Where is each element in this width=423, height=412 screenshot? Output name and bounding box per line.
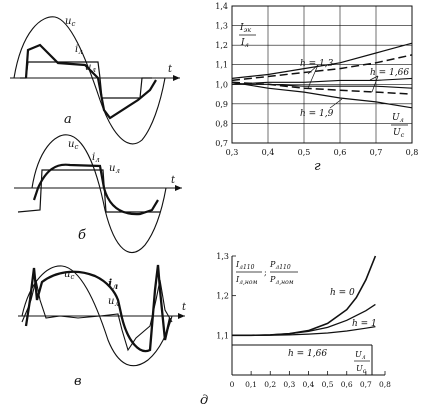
y-tick-label: 0,8 xyxy=(215,119,228,128)
chart-d-ylabel: Iл110 Iл,ном ; Pл110 Pл,ном xyxy=(235,260,298,286)
label-ul-b: uл xyxy=(109,163,120,175)
voltage-ul-curve-b xyxy=(17,169,160,213)
label-il-a: iл xyxy=(75,44,83,56)
chart-g-ylabel: Iэк Iл xyxy=(239,23,256,49)
y-tick-label: 1,4 xyxy=(215,2,228,11)
label-uc-v: uс xyxy=(64,269,74,281)
panel-letter-a: а xyxy=(64,112,72,127)
svg-text:;: ; xyxy=(264,268,267,277)
current-il-curve-b xyxy=(32,163,159,216)
svg-text:Uл: Uл xyxy=(355,350,366,361)
chart-d-xlabel: Uл Uс xyxy=(354,350,370,375)
chart-g-xticks: 0,3 0,4 0,5 0,6 0,7 0,8 xyxy=(226,148,419,157)
panel-letter-g: г xyxy=(314,159,321,174)
label-uc-b: uс xyxy=(68,139,78,151)
label-t-v: t xyxy=(182,302,187,313)
svg-text:Uс: Uс xyxy=(393,128,405,139)
label-t-b: t xyxy=(171,175,176,186)
chart-d: 1,3 1,2 1,1 0 0,1 0,2 0,3 0,4 0,5 0,6 0,7 0,8 Iл11… xyxy=(200,252,391,408)
chart-g-yticks: 1,4 1,3 1,2 1,1 1,0 0,9 0,8 0,7 xyxy=(215,2,228,148)
svg-text:h = 1,9: h = 1,9 xyxy=(300,109,334,119)
x-tick-label: 0,3 xyxy=(226,148,239,157)
waveform-panel-v: uс iл uл t в xyxy=(18,264,187,389)
waveform-panel-a: uс iл uл t а xyxy=(10,16,180,145)
series-line-g xyxy=(231,54,413,82)
voltage-uc-curve-v xyxy=(21,265,173,367)
x-tick-label: 0,4 xyxy=(303,380,315,389)
chart-d-curve-label-h1: h = 1 xyxy=(352,319,377,329)
svg-text:Iл,ном: Iл,ном xyxy=(235,275,257,286)
svg-text:Pл,ном: Pл,ном xyxy=(269,275,294,286)
x-tick-label: 0,4 xyxy=(262,148,275,157)
chart-d-series xyxy=(232,255,377,337)
waveform-panel-b: uс iл uл t б xyxy=(14,134,182,254)
current-il-curve-v xyxy=(24,264,172,353)
chart-g-series xyxy=(231,42,413,109)
x-tick-label: 0,5 xyxy=(322,380,334,389)
label-il-v: iл xyxy=(108,277,118,291)
voltage-uc-curve-a xyxy=(13,16,166,145)
y-tick-label: 1,0 xyxy=(215,80,228,89)
label-uc-a: uс xyxy=(65,16,75,28)
x-tick-label: 0 xyxy=(230,380,235,389)
current-il-curve-a xyxy=(24,43,157,120)
y-tick-label: 0,7 xyxy=(215,139,228,148)
chart-g-curve-label-h13: h = 1,3 xyxy=(300,59,334,89)
x-tick-label: 0,6 xyxy=(341,380,353,389)
svg-text:Iл: Iл xyxy=(240,38,249,49)
axis-arrow-a xyxy=(173,75,180,81)
series-line-g xyxy=(231,81,413,109)
chart-g-curve-label-h19: h = 1,9 xyxy=(300,98,343,119)
chart-d-xticks: 0 0,1 0,2 0,3 0,4 0,5 0,6 0,7 0,8 xyxy=(230,371,391,389)
svg-text:Iл110: Iл110 xyxy=(235,260,255,271)
chart-d-curve-label-h166: h = 1,66 xyxy=(288,349,327,359)
series-line-g xyxy=(232,83,413,89)
svg-text:h = 1,66: h = 1,66 xyxy=(370,68,409,78)
voltage-uc-curve-b xyxy=(31,134,167,254)
chart-g: 1,4 1,3 1,2 1,1 1,0 0,9 0,8 0,7 0,3 0,4 0,5 0,6 0,7… xyxy=(215,2,418,174)
y-tick-label: 1,1 xyxy=(215,61,228,70)
chart-g-curve-label-h166: h = 1,66 xyxy=(369,68,409,93)
voltage-ul-curve-a xyxy=(20,61,152,99)
chart-d-curve-label-h0: h = 0 xyxy=(330,288,355,298)
panel-letter-b: б xyxy=(78,228,86,243)
svg-text:Uс: Uс xyxy=(356,364,367,375)
label-ul-a: uл xyxy=(85,62,96,74)
x-tick-label: 0,2 xyxy=(264,380,276,389)
y-tick-label: 1,2 xyxy=(216,292,229,301)
x-tick-label: 0,3 xyxy=(283,380,295,389)
svg-text:h = 1,3: h = 1,3 xyxy=(300,59,334,69)
y-tick-label: 1,2 xyxy=(215,41,228,50)
series-line-g xyxy=(231,42,413,79)
panel-letter-v: в xyxy=(74,374,82,389)
x-tick-label: 0,8 xyxy=(379,380,391,389)
series-line-d xyxy=(232,326,376,336)
y-tick-label: 1,3 xyxy=(216,252,229,261)
chart-g-xlabel: Uл Uс xyxy=(391,113,408,139)
svg-text:Uл: Uл xyxy=(392,113,404,124)
label-ul-v: uл xyxy=(108,296,119,308)
x-tick-label: 0,7 xyxy=(360,380,372,389)
series-line-g xyxy=(231,77,413,85)
x-tick-label: 0,5 xyxy=(298,148,311,157)
y-tick-label: 0,9 xyxy=(215,100,228,109)
x-tick-label: 0,8 xyxy=(406,148,419,157)
x-tick-label: 0,6 xyxy=(334,148,347,157)
y-tick-label: 1,1 xyxy=(216,331,229,340)
x-tick-label: 0,1 xyxy=(245,380,257,389)
svg-text:Iэк: Iэк xyxy=(239,23,251,34)
chart-g-frame xyxy=(231,5,413,144)
chart-d-yticks: 1,3 1,2 1,1 xyxy=(216,252,236,340)
axis-arrow-b xyxy=(175,185,182,191)
label-il-b: iл xyxy=(92,152,100,164)
svg-text:Pл110: Pл110 xyxy=(269,260,291,271)
label-t-a: t xyxy=(168,64,173,75)
panel-letter-d: д xyxy=(200,393,208,408)
axis-arrow-v xyxy=(178,313,185,319)
y-tick-label: 1,3 xyxy=(215,22,228,31)
x-tick-label: 0,7 xyxy=(370,148,383,157)
voltage-ul-curve-v xyxy=(21,279,173,352)
